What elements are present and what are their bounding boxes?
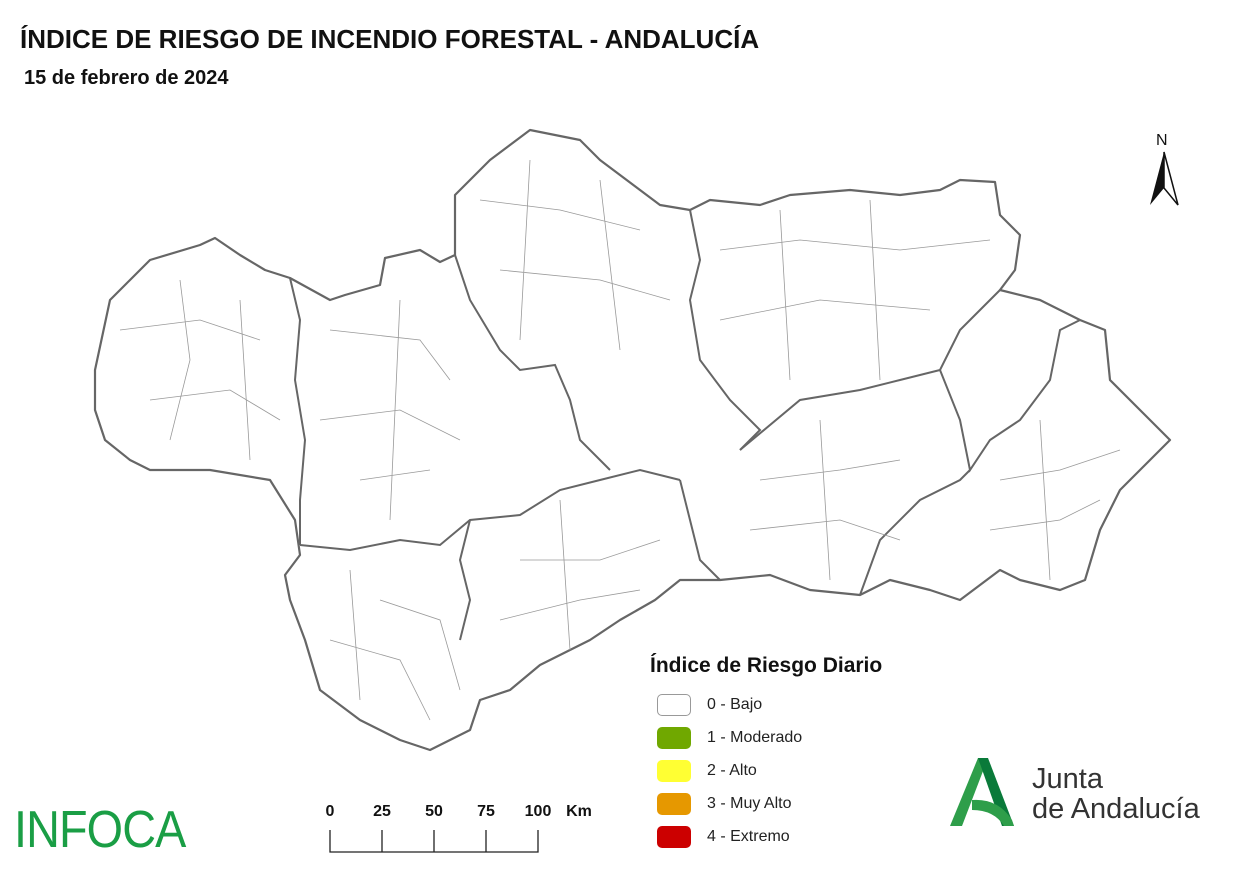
- legend-swatch: [657, 792, 691, 815]
- junta-andalucia-logo: [950, 758, 1014, 826]
- junta-line1: Junta: [1032, 763, 1103, 795]
- legend-item-bajo: 0 - Bajo: [650, 688, 882, 721]
- scale-unit: Km: [566, 803, 592, 820]
- scale-tick-label: 100: [524, 803, 552, 820]
- legend-label: 3 - Muy Alto: [707, 794, 792, 812]
- scale-bar: 0 25 50 75 100 Km: [320, 800, 620, 860]
- legend-label: 4 - Extremo: [707, 827, 790, 845]
- north-label: N: [1156, 132, 1168, 149]
- legend-item-extremo: 4 - Extremo: [650, 820, 882, 853]
- scale-tick-label: 75: [477, 803, 495, 820]
- legend-label: 1 - Moderado: [707, 728, 803, 746]
- legend-item-muy-alto: 3 - Muy Alto: [650, 787, 882, 820]
- region-outline: [93, 128, 1172, 752]
- map-date: 15 de febrero de 2024: [24, 67, 229, 89]
- legend: Índice de Riesgo Diario 0 - Bajo 1 - Mod…: [650, 654, 882, 853]
- infoca-logo: INFOCA: [14, 801, 186, 859]
- province-boundaries: [289, 209, 1081, 641]
- north-arrow-icon: [1150, 151, 1179, 206]
- legend-title: Índice de Riesgo Diario: [650, 654, 883, 677]
- legend-label: 2 - Alto: [707, 761, 757, 779]
- junta-line2: de Andalucía: [1032, 793, 1200, 825]
- map-title: ÍNDICE DE RIESGO DE INCENDIO FORESTAL - …: [20, 24, 760, 54]
- legend-item-alto: 2 - Alto: [650, 754, 882, 787]
- legend-swatch: [657, 693, 691, 716]
- legend-swatch: [657, 726, 691, 749]
- legend-swatch: [657, 825, 691, 848]
- junta-andalucia-wordmark: Junta de Andalucía: [1032, 764, 1200, 824]
- scale-tick-label: 25: [373, 803, 391, 820]
- legend-label: 0 - Bajo: [707, 695, 763, 713]
- legend-item-moderado: 1 - Moderado: [650, 721, 882, 754]
- legend-swatch: [657, 759, 691, 782]
- scale-tick-label: 0: [325, 803, 335, 820]
- municipality-boundaries: [119, 159, 1121, 721]
- scale-bar-graphic: [329, 830, 539, 853]
- scale-tick-label: 50: [425, 803, 443, 820]
